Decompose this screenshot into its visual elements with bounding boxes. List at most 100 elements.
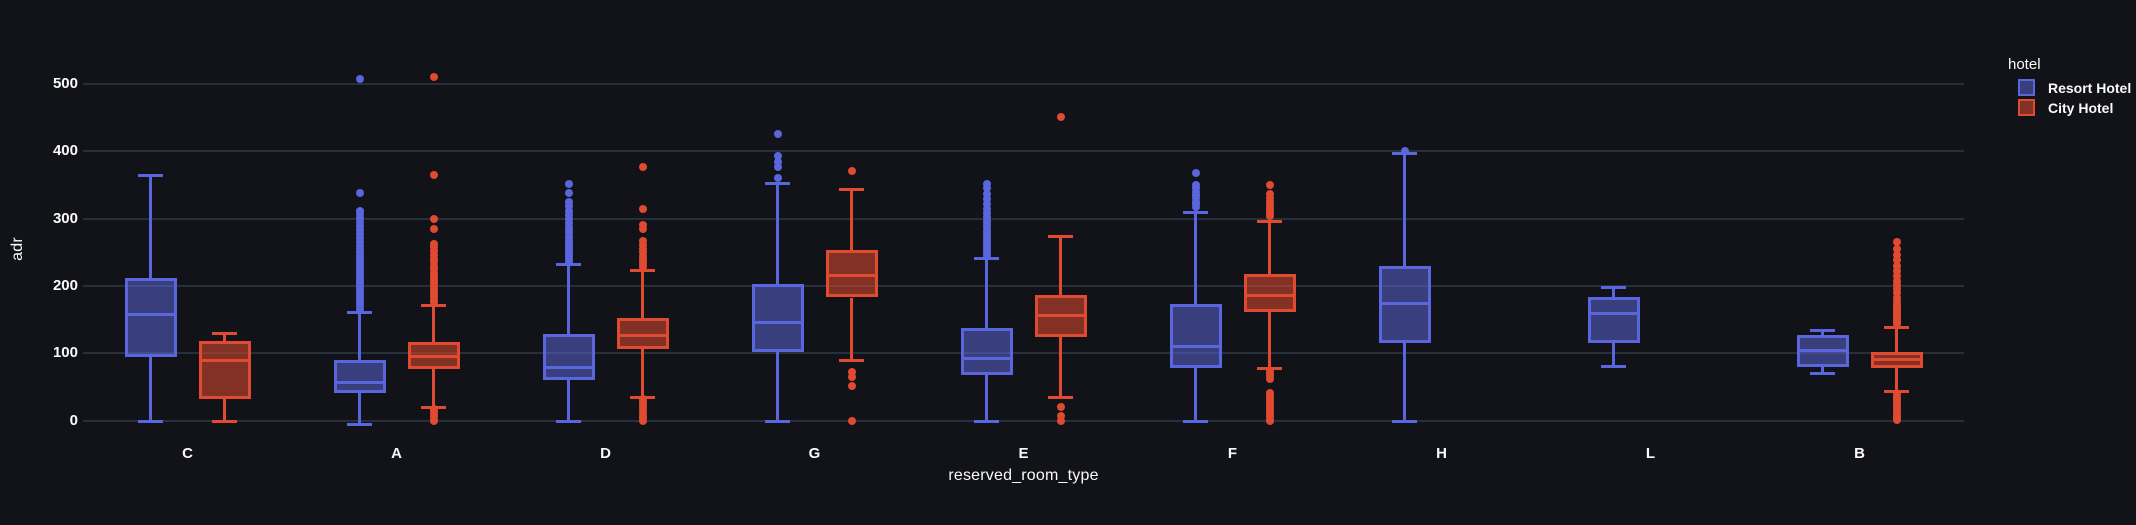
outlier-dot xyxy=(564,202,573,211)
x-tick-label-C: C xyxy=(182,445,193,462)
F-resort-hotel-upper-cap xyxy=(1183,210,1208,214)
outlier-dot xyxy=(1892,244,1901,253)
y-axis-title: adr xyxy=(9,237,26,261)
D-city-hotel-median xyxy=(616,333,669,337)
E-resort-hotel-lower-cap xyxy=(974,419,999,423)
outlier-dot xyxy=(847,416,856,425)
outlier-dot xyxy=(564,197,573,206)
outlier-dot xyxy=(638,225,647,234)
A-city-hotel-median xyxy=(407,355,460,359)
L-resort-hotel-median xyxy=(1587,312,1640,315)
E-resort-hotel-box xyxy=(960,327,1013,376)
L-resort-hotel-upper-whisker xyxy=(1612,286,1615,297)
outlier-dot xyxy=(982,184,991,193)
outlier-dot xyxy=(638,240,647,249)
G-resort-hotel-lower-whisker xyxy=(776,352,779,421)
x-axis-title: reserved_room_type xyxy=(948,467,1099,484)
C-resort-hotel-upper-whisker xyxy=(149,174,152,278)
outlier-dot xyxy=(1892,261,1901,270)
outlier-dot xyxy=(847,381,856,390)
G-city-hotel-box xyxy=(825,249,878,298)
L-resort-hotel-upper-cap xyxy=(1601,285,1626,289)
outlier-dot xyxy=(429,214,438,223)
A-resort-hotel-upper-whisker xyxy=(358,312,361,360)
D-city-hotel-lower-whisker xyxy=(641,348,644,397)
E-city-hotel-upper-whisker xyxy=(1059,236,1062,295)
x-tick-label-A: A xyxy=(391,445,402,462)
G-resort-hotel-lower-cap xyxy=(765,419,790,423)
outlier-dot xyxy=(847,166,856,175)
H-resort-hotel-lower-cap xyxy=(1392,419,1417,423)
outlier-dot xyxy=(1265,416,1274,425)
G-city-hotel-lower-cap xyxy=(839,359,864,363)
outlier-dot xyxy=(1056,113,1065,122)
legend-entry-resort-hotel: Resort Hotel xyxy=(2018,79,2132,96)
outlier-dot xyxy=(1191,169,1200,178)
outlier-dot xyxy=(355,206,364,215)
B-resort-hotel-upper-cap xyxy=(1810,328,1835,332)
outlier-dot xyxy=(1892,267,1901,276)
x-tick-label-G: G xyxy=(808,445,821,462)
F-city-hotel-upper-cap xyxy=(1257,219,1282,223)
E-resort-hotel-lower-whisker xyxy=(985,375,988,421)
gridline-500 xyxy=(83,82,1964,85)
gridline-200 xyxy=(83,285,1964,288)
legend-entry-city-hotel: City Hotel xyxy=(2018,99,2131,116)
y-tick-label: 400 xyxy=(52,142,78,160)
outlier-dot xyxy=(355,230,364,239)
outlier-dot xyxy=(355,226,364,235)
y-tick-label: 100 xyxy=(52,344,78,362)
outlier-dot xyxy=(429,255,438,264)
A-resort-hotel-lower-whisker xyxy=(358,393,361,424)
F-resort-hotel-lower-whisker xyxy=(1194,368,1197,421)
outlier-dot xyxy=(355,222,364,231)
outlier-dot xyxy=(1892,284,1901,293)
outlier-dot xyxy=(564,206,573,215)
x-tick-label-L: L xyxy=(1645,445,1656,462)
G-city-hotel-median xyxy=(825,273,878,277)
B-resort-hotel-median xyxy=(1796,349,1849,353)
outlier-dot xyxy=(564,210,573,219)
outlier-dot xyxy=(429,170,438,179)
D-resort-hotel-lower-cap xyxy=(556,419,581,423)
gridline-100 xyxy=(83,352,1964,355)
outlier-dot xyxy=(355,213,364,222)
L-resort-hotel-lower-whisker xyxy=(1612,342,1615,366)
C-city-hotel-lower-cap xyxy=(212,419,237,423)
outlier-dot xyxy=(638,244,647,253)
A-resort-hotel-median xyxy=(333,381,386,385)
outlier-dot xyxy=(982,179,991,188)
D-resort-hotel-median xyxy=(542,365,595,369)
outlier-dot xyxy=(564,214,573,223)
B-city-hotel-lower-whisker xyxy=(1895,368,1898,392)
outlier-dot xyxy=(1056,403,1065,412)
outlier-dot xyxy=(638,163,647,172)
outlier-dot xyxy=(638,236,647,245)
B-resort-hotel-lower-whisker xyxy=(1821,366,1824,374)
gridline-300 xyxy=(83,217,1964,220)
E-city-hotel-median xyxy=(1034,314,1087,318)
C-city-hotel-lower-whisker xyxy=(223,399,226,421)
L-resort-hotel-box xyxy=(1587,296,1640,343)
x-tick-label-D: D xyxy=(600,445,611,462)
outlier-dot xyxy=(429,224,438,233)
x-tick-label-B: B xyxy=(1854,445,1865,462)
outlier-dot xyxy=(773,157,782,166)
outlier-dot xyxy=(982,204,991,213)
B-resort-hotel-lower-cap xyxy=(1810,372,1835,376)
outlier-dot xyxy=(773,130,782,139)
x-tick-label-E: E xyxy=(1018,445,1029,462)
H-resort-hotel-upper-whisker xyxy=(1403,153,1406,267)
legend-label: Resort Hotel xyxy=(2048,79,2132,96)
outlier-dot xyxy=(638,416,647,425)
C-city-hotel-box xyxy=(198,340,251,400)
outlier-dot xyxy=(773,151,782,160)
outlier-dot xyxy=(1892,288,1901,297)
G-city-hotel-lower-whisker xyxy=(850,297,853,361)
F-resort-hotel-lower-cap xyxy=(1183,419,1208,423)
outlier-dot xyxy=(773,174,782,183)
D-city-hotel-box xyxy=(616,318,669,349)
legend: hotel Resort Hotel City Hotel xyxy=(2008,56,2131,120)
D-city-hotel-upper-whisker xyxy=(641,269,644,319)
G-resort-hotel-upper-whisker xyxy=(776,182,779,284)
